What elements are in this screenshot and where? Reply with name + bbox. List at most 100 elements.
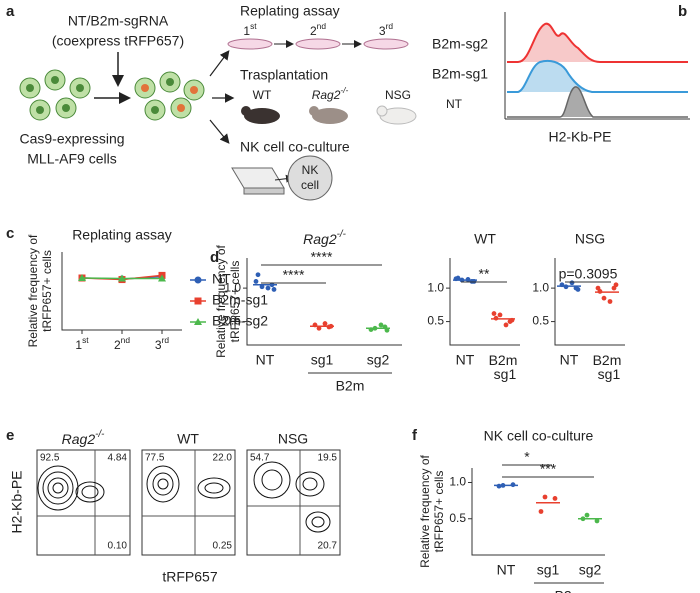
- chart-title: NK cell co-culture: [484, 428, 594, 444]
- x-axis-label: tRFP657: [162, 569, 217, 585]
- y-tick-label: 1.0: [224, 280, 241, 294]
- point: [503, 322, 509, 328]
- chart-title: Rag2-/-: [303, 229, 346, 247]
- significance-label: ****: [311, 249, 333, 265]
- arrow: [209, 119, 230, 144]
- y-tick-label: 0.5: [224, 314, 241, 328]
- chart-title: NSG: [575, 231, 605, 247]
- sgrna-label: NT/B2m-sgRNA: [68, 13, 169, 29]
- point: [78, 274, 86, 281]
- axis: [471, 468, 605, 556]
- plot-title: Rag2-/-: [62, 429, 105, 447]
- legend-label: B2m-sg1: [212, 292, 268, 308]
- quadrant-value: 19.5: [318, 453, 338, 464]
- y-tick-label: 1.0: [427, 280, 444, 294]
- y-axis-label: tRFP657+ cells: [40, 250, 54, 332]
- x-tick-label: B2m sg1: [489, 352, 518, 382]
- point: [607, 299, 613, 304]
- y-tick-label: 0.5: [427, 314, 444, 328]
- x-tick-label: NT: [456, 352, 475, 368]
- chart-title: WT: [474, 231, 496, 247]
- plate: [231, 155, 333, 201]
- replating-title: Replating assay: [240, 3, 340, 19]
- quadrant-value: 54.7: [250, 453, 270, 464]
- point: [613, 282, 619, 288]
- point: [552, 496, 558, 501]
- quadrant-value: 22.0: [213, 453, 233, 464]
- cell-cluster: [19, 69, 91, 121]
- point: [542, 494, 548, 500]
- nk-label: cell: [301, 178, 319, 192]
- cell-cluster: [134, 71, 205, 121]
- quadrant-value: 20.7: [318, 541, 338, 552]
- x-tick-label: 2nd: [114, 335, 130, 352]
- point: [595, 285, 601, 291]
- point: [538, 509, 544, 514]
- y-axis-label: Relative frequency of: [214, 244, 228, 357]
- plot-title: NSG: [278, 431, 308, 447]
- point: [584, 512, 590, 518]
- x-tick-label: B2m sg1: [593, 352, 622, 382]
- contour: [36, 449, 341, 556]
- point: [118, 274, 126, 282]
- panel-label: f: [412, 427, 418, 444]
- mouse-label: Rag2-/-: [312, 85, 349, 102]
- group-label: B2m: [336, 378, 365, 394]
- histogram-label: B2m-sg2: [432, 36, 488, 52]
- histogram-label: B2m-sg1: [432, 66, 488, 82]
- point: [194, 318, 202, 325]
- dishes: [227, 38, 409, 50]
- point: [322, 321, 328, 326]
- histogram: [504, 12, 690, 120]
- significance-label: **: [479, 266, 490, 282]
- coexpress-label: (coexpress tRFP657): [52, 33, 184, 49]
- y-axis-label: tRFP657+ cells: [432, 471, 446, 553]
- axis: [246, 258, 402, 346]
- x-tick-label: NT: [497, 562, 516, 578]
- point: [378, 322, 384, 328]
- quadrant-value: 77.5: [145, 453, 165, 464]
- transplant-title: Trasplantation: [240, 67, 328, 83]
- flow-plots: [36, 449, 341, 556]
- x-tick-label: sg2: [579, 562, 602, 578]
- point: [316, 325, 322, 331]
- nk-label: NK: [302, 163, 319, 177]
- panel-label: a: [6, 3, 15, 20]
- x-tick-label: 3rd: [155, 335, 169, 352]
- significance-label: p=0.3095: [559, 266, 618, 282]
- x-tick-label: sg1: [537, 562, 560, 578]
- significance-label: ****: [283, 267, 305, 283]
- y-axis-label: tRFP657+ cells: [228, 261, 242, 343]
- point: [259, 284, 265, 290]
- panel-label: e: [6, 427, 14, 444]
- y-tick-label: 0.5: [449, 511, 466, 525]
- point: [384, 327, 390, 333]
- x-tick-label: NT: [256, 352, 275, 368]
- point: [594, 518, 600, 524]
- arrow: [209, 50, 230, 77]
- quadrant-value: 92.5: [40, 453, 60, 464]
- y-axis-label: H2-Kb-PE: [9, 470, 25, 533]
- point: [194, 276, 202, 284]
- y-axis-label: Relative frequency of: [418, 454, 432, 567]
- legend-label: B2m-sg2: [212, 313, 268, 329]
- point: [253, 279, 259, 284]
- cells-label: Cas9-expressing: [19, 131, 124, 147]
- point: [194, 297, 202, 305]
- point: [575, 287, 581, 292]
- legend-label: NT: [212, 271, 231, 287]
- point: [255, 272, 261, 278]
- histogram-label: NT: [446, 97, 463, 111]
- significance-label: *: [524, 449, 530, 465]
- round-label: 2nd: [310, 21, 326, 38]
- x-axis-label: H2-Kb-PE: [548, 129, 611, 145]
- group-label: B2m: [555, 588, 584, 593]
- y-tick-label: 1.0: [449, 475, 466, 489]
- panel-label: d: [210, 249, 219, 266]
- schematic: NT/B2m-sgRNA (coexpress tRFP657) Cas9-ex…: [19, 3, 417, 201]
- quadrant-value: 0.25: [213, 541, 233, 552]
- point: [601, 295, 607, 301]
- round-label: 3rd: [379, 21, 393, 38]
- axis: [61, 252, 182, 331]
